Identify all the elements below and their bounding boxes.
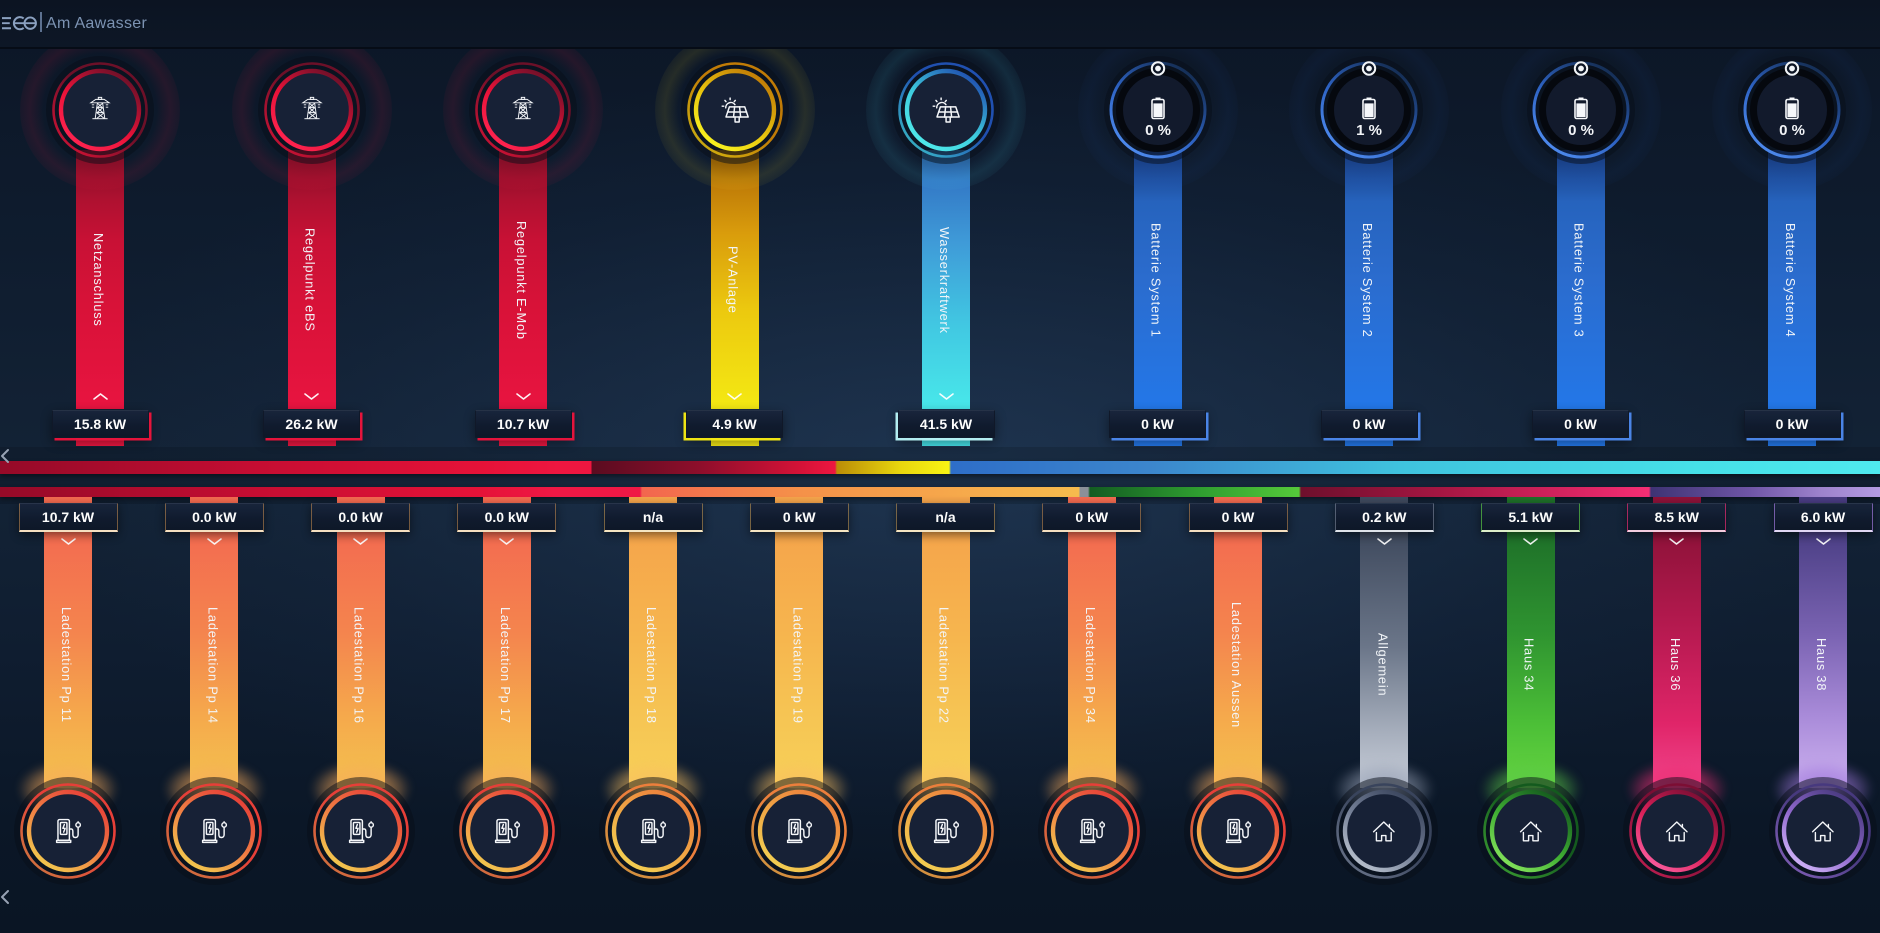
svg-text:0 %: 0 % (1568, 122, 1594, 139)
svg-text:0 %: 0 % (1145, 122, 1171, 139)
svg-text:1 %: 1 % (1356, 122, 1382, 139)
svg-text:0 %: 0 % (1779, 122, 1805, 139)
